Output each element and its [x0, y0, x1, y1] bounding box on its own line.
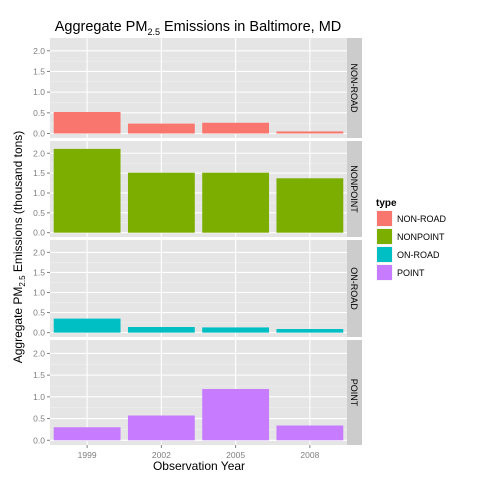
bar-nonpoint-1999: [53, 148, 121, 233]
x-tick-label: 1999: [78, 450, 97, 460]
y-tick-label: 1.5: [33, 370, 45, 380]
y-tick-label: 2.0: [33, 46, 45, 56]
legend-title: type: [376, 198, 397, 209]
y-tick-label: 0.5: [33, 414, 45, 424]
bar-point-2002: [127, 415, 195, 441]
facet-panel-point: 0.0 0.5 1.0 1.5 2.0 POINT: [33, 340, 362, 445]
facet-strip: [347, 240, 362, 337]
bar-nonpoint-2008: [276, 178, 344, 233]
legend-label-point: POINT: [397, 268, 425, 278]
bar-on-road-2008: [276, 329, 344, 333]
legend-swatch-point: [377, 265, 392, 280]
legend-swatch-on-road: [377, 247, 392, 262]
bar-point-2008: [276, 425, 344, 441]
bar-on-road-2002: [127, 327, 195, 333]
x-tick-label: 2005: [226, 450, 245, 460]
bar-nonpoint-2005: [202, 172, 270, 233]
y-tick-label: 1.5: [33, 66, 45, 76]
legend-swatch-non-road: [377, 211, 392, 226]
y-tick-label: 2.0: [33, 148, 45, 158]
bar-nonpoint-2002: [127, 172, 195, 233]
facet-strip-label: POINT: [349, 379, 359, 407]
x-axis-label: Observation Year: [153, 459, 245, 473]
facet-strip: [347, 340, 362, 445]
y-tick-label: 0.5: [33, 208, 45, 218]
y-tick-label: 1.5: [33, 168, 45, 178]
legend-swatch-nonpoint: [377, 229, 392, 244]
y-tick-label: 0.0: [33, 129, 45, 139]
facet-strip-label: NON-ROAD: [349, 64, 359, 113]
y-tick-label: 0.0: [33, 435, 45, 445]
y-axis-label: Aggregate PM2.5 Emissions (thousand tons…: [11, 131, 27, 364]
bar-non-road-2005: [202, 122, 270, 134]
legend-label-non-road: NON-ROAD: [397, 214, 446, 224]
facet-panel-non-road: 0.0 0.5 1.0 1.5 2.0 NON-ROAD: [33, 38, 362, 139]
y-tick-label: 1.0: [33, 392, 45, 402]
bar-point-1999: [53, 427, 121, 441]
facet-strip-label: NONPOINT: [349, 165, 359, 213]
y-tick-label: 1.5: [33, 267, 45, 277]
facet-panel-on-road: 0.0 0.5 1.0 1.5 2.0 ON-ROAD: [33, 240, 362, 338]
bar-non-road-2008: [276, 131, 344, 134]
y-tick-label: 0.5: [33, 108, 45, 118]
legend-label-nonpoint: NONPOINT: [397, 232, 445, 242]
legend: type NON-ROAD NONPOINT ON-ROAD POINT: [375, 198, 446, 282]
y-tick-label: 0.0: [33, 328, 45, 338]
facet-panels: 0.0 0.5 1.0 1.5 2.0 NON-ROAD 0.0 0.5 1.0 1.5 2.0 NO…: [33, 38, 362, 460]
facet-strip: [347, 141, 362, 237]
legend-label-on-road: ON-ROAD: [397, 250, 440, 260]
y-tick-label: 1.0: [33, 288, 45, 298]
y-tick-label: 1.0: [33, 188, 45, 198]
facet-strip-label: ON-ROAD: [349, 267, 359, 310]
bar-on-road-1999: [53, 318, 121, 333]
y-tick-label: 2.0: [33, 348, 45, 358]
bar-non-road-1999: [53, 111, 121, 134]
chart-title: Aggregate PM2.5 Emissions in Baltimore, …: [55, 19, 342, 37]
y-tick-label: 2.0: [33, 247, 45, 257]
bar-point-2005: [202, 389, 270, 441]
bar-on-road-2005: [202, 327, 270, 333]
y-tick-label: 1.0: [33, 87, 45, 97]
facet-panel-nonpoint: 0.0 0.5 1.0 1.5 2.0 NONPOINT: [33, 141, 362, 238]
facet-strip: [347, 38, 362, 138]
x-tick-label: 2002: [152, 450, 171, 460]
y-tick-label: 0.0: [33, 228, 45, 238]
bar-non-road-2002: [127, 123, 195, 134]
y-tick-label: 0.5: [33, 308, 45, 318]
x-tick-label: 2008: [300, 450, 319, 460]
